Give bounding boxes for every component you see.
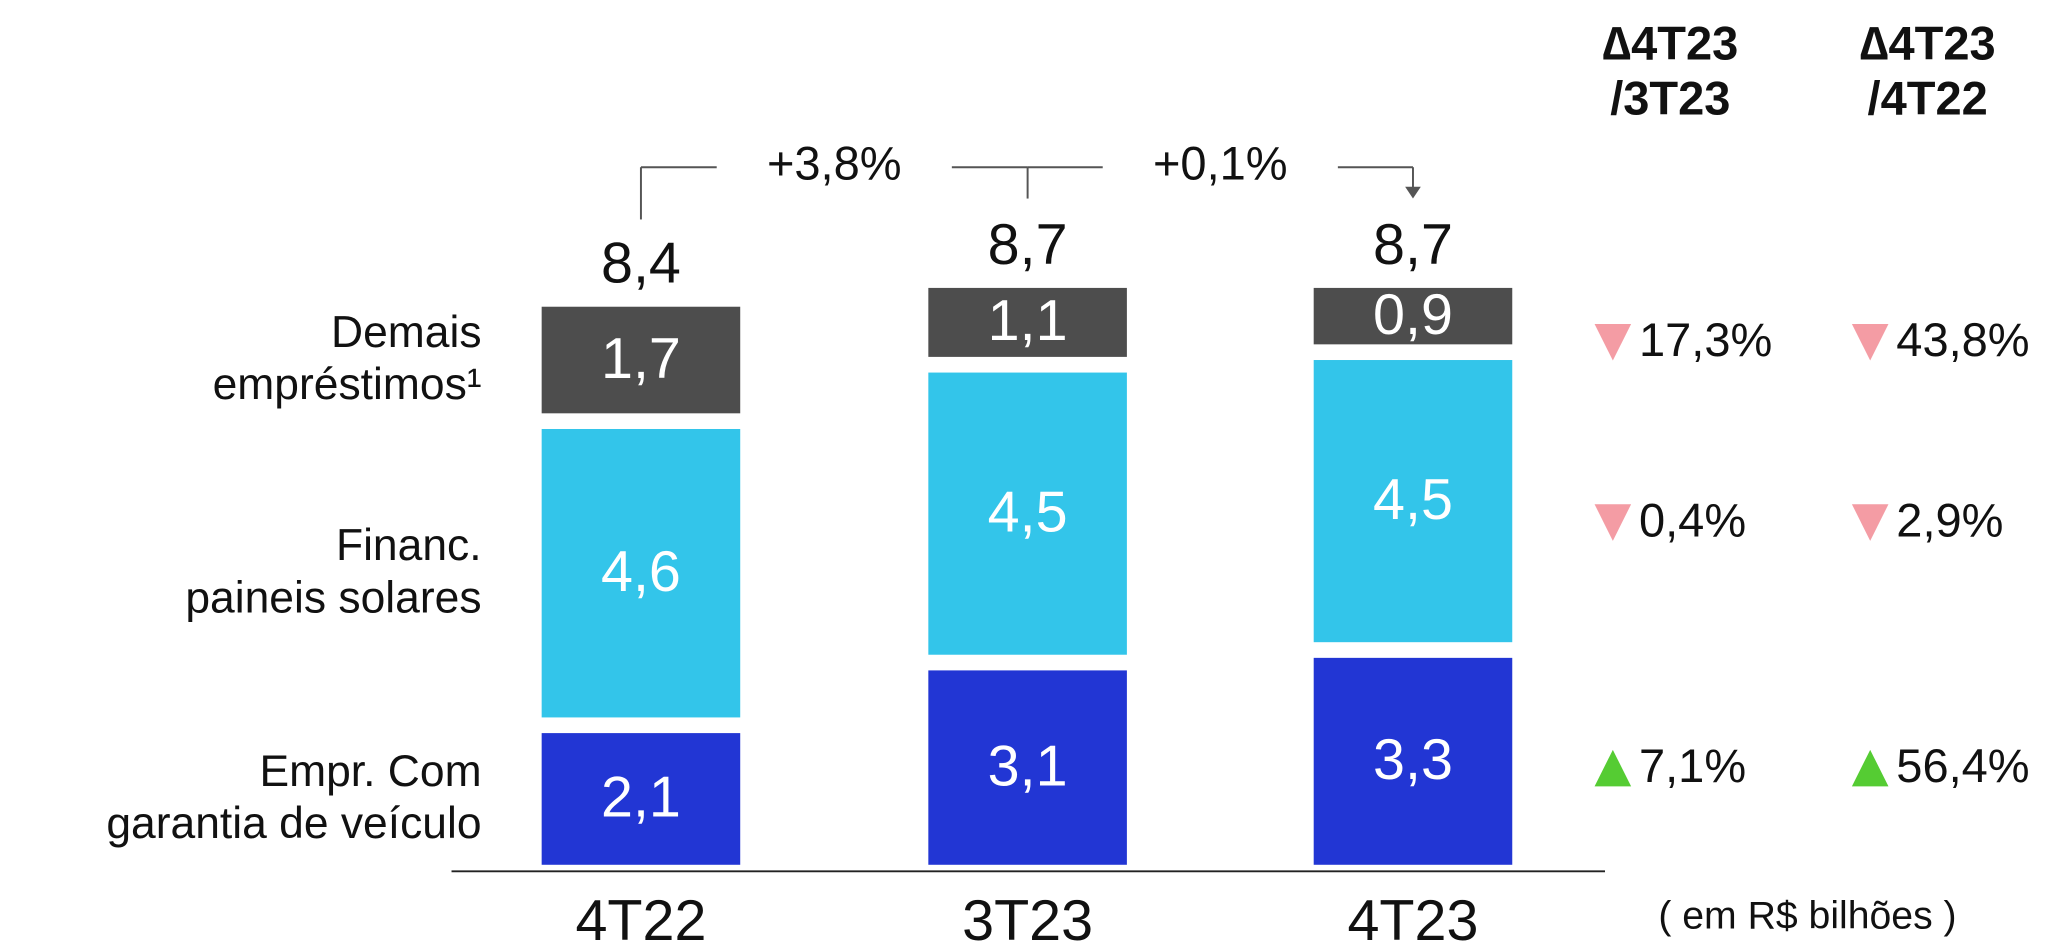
delta-value: 7,1% [1639,739,1746,792]
bar-segment [928,670,1127,865]
value-label: 2,1 [601,766,681,830]
delta-arrow [1851,323,1889,361]
series-label: empréstimos¹ [213,360,482,409]
delta-value: 43,8% [1896,313,2029,366]
delta-value: 56,4% [1896,739,2029,792]
value-label: 1,1 [988,289,1068,353]
delta-header: ∆4T23 [1860,16,1996,69]
bar-segment [541,428,741,718]
delta-header: /3T23 [1610,71,1730,124]
value-label: 4,5 [988,480,1068,544]
delta-header: /4T22 [1868,71,1988,124]
bar-segment [1313,657,1513,865]
value-label: 1,7 [601,327,681,391]
total-label: 8,7 [1373,213,1453,277]
series-label: paineis solares [185,573,481,622]
delta-value: 0,4% [1639,493,1746,546]
value-label: 3,3 [1373,728,1453,792]
bar-segment [541,733,741,865]
series-label: Demais [331,308,482,357]
delta-arrow [1851,504,1889,541]
x-tick-label: 4T23 [1347,889,1478,951]
bar-segment [1313,287,1513,345]
unit-label: ( em R$ bilhões ) [1658,895,1956,938]
series-label: Financ. [336,521,482,570]
total-label: 8,4 [601,232,681,296]
bar-segment [1313,360,1513,643]
delta-arrow [1851,749,1889,787]
bar-segment [928,287,1127,357]
delta-header: ∆4T23 [1602,16,1738,69]
delta-value: 2,9% [1896,493,2003,546]
bar-segment [928,372,1127,655]
delta-arrow [1594,323,1632,361]
value-label: 4,6 [601,540,681,604]
growth-label: +3,8% [767,137,902,190]
delta-arrow [1594,749,1632,787]
value-label: 3,1 [988,734,1068,798]
arrow-head [1405,186,1421,199]
delta-value: 17,3% [1639,313,1772,366]
total-label: 8,7 [988,213,1068,277]
delta-arrow [1594,504,1632,541]
growth-label: +0,1% [1153,137,1288,190]
series-label: Empr. Com [259,747,481,796]
value-label: 0,9 [1373,283,1453,347]
x-tick-label: 4T22 [575,889,706,951]
series-label: garantia de veículo [106,799,481,848]
bar-segment [541,306,741,414]
value-label: 4,5 [1373,468,1453,532]
x-tick-label: 3T23 [962,889,1093,951]
